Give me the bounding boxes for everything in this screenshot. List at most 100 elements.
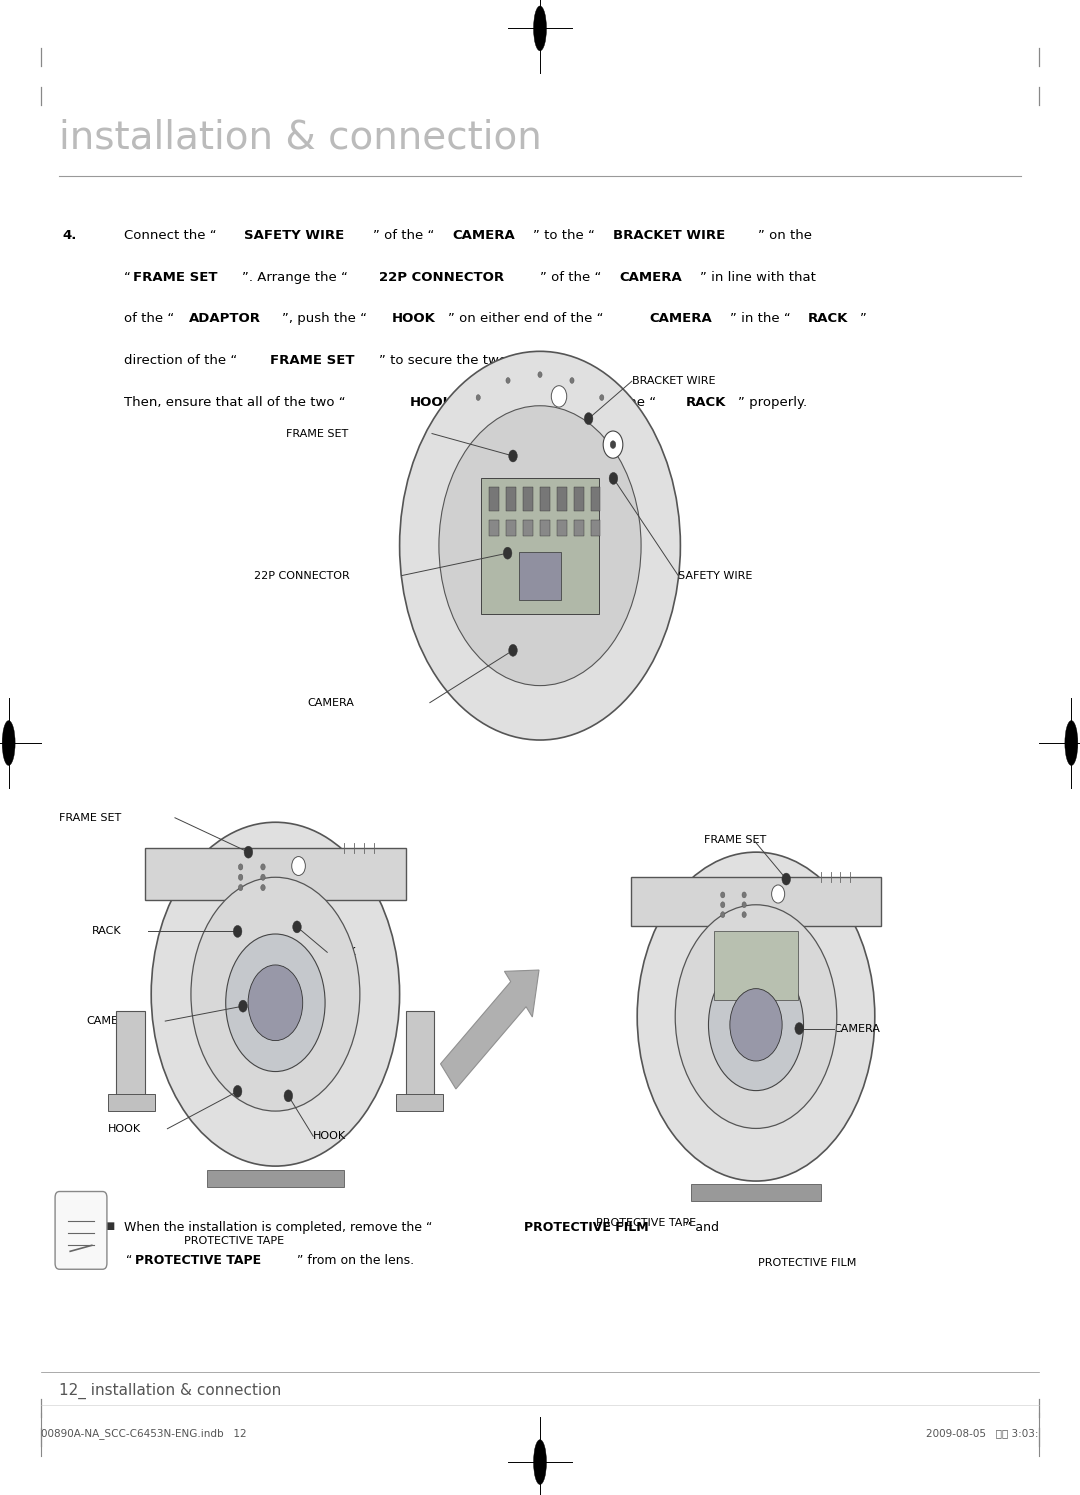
Circle shape (233, 1085, 242, 1097)
Circle shape (226, 934, 325, 1072)
Circle shape (720, 901, 725, 907)
Text: CAMERA: CAMERA (834, 1024, 880, 1033)
Text: HOOKS: HOOKS (410, 396, 463, 410)
Text: 12_ installation & connection: 12_ installation & connection (59, 1383, 282, 1399)
Circle shape (742, 901, 746, 907)
Text: direction of the “: direction of the “ (124, 354, 238, 368)
Text: ” of the “: ” of the “ (373, 229, 434, 242)
Text: CAMERA: CAMERA (86, 1017, 133, 1026)
Text: FRAME SET: FRAME SET (59, 813, 122, 822)
Text: installation & connection: installation & connection (59, 120, 542, 157)
Circle shape (509, 644, 517, 656)
FancyBboxPatch shape (523, 520, 534, 537)
FancyBboxPatch shape (540, 487, 550, 511)
Text: FRAME SET: FRAME SET (133, 271, 217, 284)
Text: PROTECTIVE TAPE: PROTECTIVE TAPE (184, 1236, 284, 1245)
Text: CAMERA: CAMERA (308, 698, 354, 707)
FancyBboxPatch shape (145, 848, 406, 900)
Circle shape (260, 885, 266, 891)
Text: ” from on the lens.: ” from on the lens. (297, 1254, 415, 1268)
Text: ” to fix to the “: ” to fix to the “ (556, 396, 657, 410)
Circle shape (292, 857, 306, 876)
Text: When the installation is completed, remove the “: When the installation is completed, remo… (116, 1221, 432, 1235)
Text: FRAME SET: FRAME SET (286, 429, 349, 438)
Circle shape (730, 988, 782, 1061)
Circle shape (248, 964, 302, 1041)
Circle shape (742, 893, 746, 898)
Text: ■: ■ (105, 1221, 114, 1232)
Text: CAMERA: CAMERA (453, 229, 515, 242)
Text: ” to secure the two.: ” to secure the two. (379, 354, 511, 368)
Text: RACK: RACK (808, 312, 849, 326)
FancyBboxPatch shape (715, 931, 797, 1000)
Circle shape (400, 351, 680, 740)
Circle shape (476, 395, 481, 401)
Ellipse shape (1065, 721, 1078, 765)
Circle shape (782, 873, 791, 885)
Text: ADAPTOR: ADAPTOR (189, 312, 261, 326)
Circle shape (191, 878, 360, 1111)
Text: HOOK: HOOK (313, 1132, 347, 1141)
FancyBboxPatch shape (691, 1184, 821, 1200)
FancyBboxPatch shape (507, 520, 516, 537)
FancyBboxPatch shape (540, 520, 550, 537)
Circle shape (239, 885, 243, 891)
Text: ” and: ” and (685, 1221, 718, 1235)
Circle shape (239, 875, 243, 881)
FancyBboxPatch shape (557, 487, 567, 511)
Text: Then, ensure that all of the two “: Then, ensure that all of the two “ (124, 396, 346, 410)
FancyBboxPatch shape (108, 1094, 154, 1111)
FancyBboxPatch shape (591, 487, 600, 511)
Circle shape (244, 846, 253, 858)
Text: ”. Arrange the “: ”. Arrange the “ (242, 271, 348, 284)
Text: “: “ (126, 1254, 133, 1268)
Text: ” “: ” “ (480, 396, 497, 410)
Circle shape (599, 395, 604, 401)
Circle shape (260, 875, 266, 881)
Circle shape (233, 925, 242, 937)
Circle shape (675, 904, 837, 1129)
FancyBboxPatch shape (207, 1169, 343, 1187)
FancyBboxPatch shape (396, 1094, 443, 1111)
Circle shape (284, 1090, 293, 1102)
FancyBboxPatch shape (573, 487, 583, 511)
Text: ” to the “: ” to the “ (534, 229, 595, 242)
FancyBboxPatch shape (507, 487, 516, 511)
Text: 22P CONNECTOR: 22P CONNECTOR (379, 271, 504, 284)
Circle shape (503, 547, 512, 559)
Text: RACK: RACK (327, 948, 356, 957)
Circle shape (239, 864, 243, 870)
Text: PROTECTIVE TAPE: PROTECTIVE TAPE (596, 1218, 697, 1227)
FancyBboxPatch shape (591, 520, 600, 537)
Text: 22P CONNECTOR: 22P CONNECTOR (254, 571, 350, 580)
Circle shape (720, 893, 725, 898)
Circle shape (260, 864, 266, 870)
Circle shape (239, 1000, 247, 1012)
FancyBboxPatch shape (481, 478, 599, 613)
Text: HOOK: HOOK (392, 312, 435, 326)
Ellipse shape (534, 1440, 546, 1485)
Ellipse shape (534, 6, 546, 51)
Ellipse shape (2, 721, 15, 765)
Circle shape (438, 405, 642, 686)
Circle shape (604, 431, 623, 457)
Text: HOOK: HOOK (108, 1124, 141, 1133)
Text: PROTECTIVE FILM: PROTECTIVE FILM (524, 1221, 648, 1235)
Text: ” in line with that: ” in line with that (700, 271, 816, 284)
Circle shape (551, 386, 567, 407)
Text: RACK: RACK (686, 396, 726, 410)
Text: ”: ” (861, 312, 867, 326)
Text: ” properly.: ” properly. (738, 396, 807, 410)
Circle shape (151, 822, 400, 1166)
FancyBboxPatch shape (631, 876, 880, 927)
FancyBboxPatch shape (117, 1012, 145, 1106)
Text: PROTECTIVE TAPE: PROTECTIVE TAPE (135, 1254, 260, 1268)
Circle shape (509, 450, 517, 462)
FancyBboxPatch shape (557, 520, 567, 537)
Text: 2009-08-05   오후 3:03:: 2009-08-05 오후 3:03: (927, 1428, 1039, 1438)
Circle shape (584, 413, 593, 425)
Text: PROTECTIVE FILM: PROTECTIVE FILM (758, 1259, 856, 1268)
Text: “: “ (124, 271, 131, 284)
Circle shape (610, 441, 616, 448)
Text: CAMERA: CAMERA (619, 271, 683, 284)
